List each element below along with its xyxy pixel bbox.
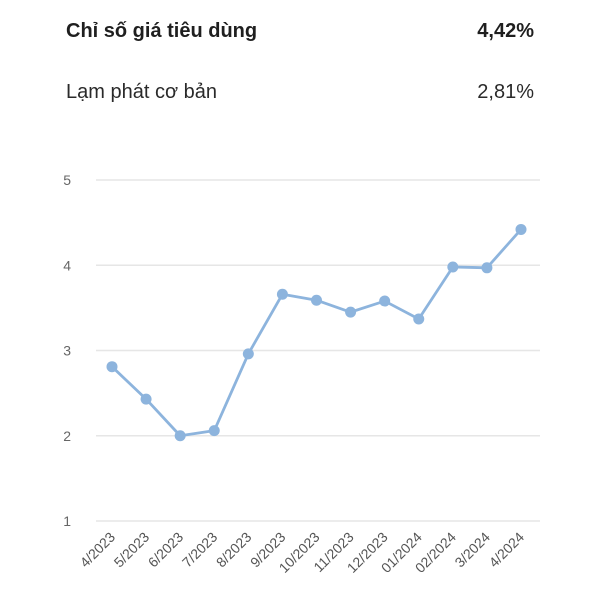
data-point — [345, 306, 357, 318]
series-line — [110, 228, 523, 438]
cpi-value: 4,42% — [477, 20, 534, 42]
data-point — [208, 425, 220, 437]
x-tick-label: 3/2024 — [451, 529, 493, 571]
data-point — [106, 361, 118, 373]
x-tick-label: 7/2023 — [179, 529, 221, 571]
series-layer — [106, 223, 527, 442]
y-tick-label: 3 — [63, 343, 71, 359]
core-inflation-value: 2,81% — [477, 81, 534, 103]
data-point — [311, 294, 322, 306]
x-tick-label: 4/2023 — [77, 529, 119, 571]
core-inflation-label: Lạm phát cơ bản — [66, 81, 217, 103]
data-point — [276, 288, 288, 300]
x-tick-label: 4/2024 — [486, 529, 528, 571]
y-tick-label: 4 — [63, 257, 71, 273]
data-point — [481, 262, 493, 274]
core-inflation-summary-row: Lạm phát cơ bản 2,81% — [66, 81, 534, 104]
cpi-label: Chỉ số giá tiêu dùng — [66, 20, 258, 42]
cpi-summary-row: Chỉ số giá tiêu dùng 4,42% — [66, 20, 534, 43]
x-tick-label: 5/2023 — [111, 529, 153, 571]
data-point — [140, 393, 152, 405]
data-point — [379, 295, 391, 307]
data-point — [174, 430, 186, 442]
gridlines — [96, 179, 540, 522]
x-axis-tick-labels: 4/20235/20236/20237/20238/20239/202310/2… — [77, 529, 528, 576]
data-point — [515, 223, 527, 235]
x-tick-label: 8/2023 — [213, 529, 255, 571]
data-point — [447, 261, 459, 273]
x-tick-label: 6/2023 — [145, 529, 187, 571]
y-tick-label: 1 — [63, 513, 71, 529]
y-axis-tick-labels: 1 2 3 4 5 — [63, 172, 71, 529]
data-point — [242, 348, 254, 360]
y-tick-label: 5 — [63, 172, 71, 188]
y-tick-label: 2 — [63, 428, 71, 444]
data-point — [413, 313, 425, 325]
